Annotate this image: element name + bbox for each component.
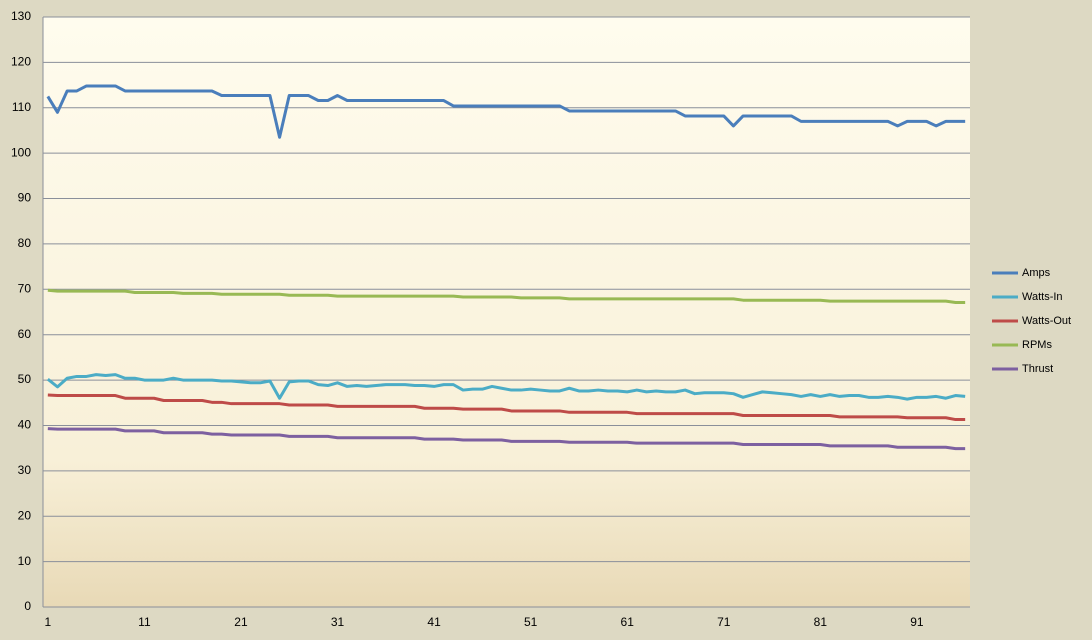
y-tick-label: 10: [18, 554, 32, 568]
y-tick-label: 0: [24, 599, 31, 613]
series-line: [46, 373, 966, 401]
y-tick-label: 70: [18, 281, 32, 295]
legend: Amps Watts-In Watts-Out RPMs Thrust: [992, 267, 1071, 375]
y-tick-label: 60: [18, 327, 32, 341]
x-tick-label: 1: [44, 615, 51, 629]
x-tick-label: 21: [234, 615, 248, 629]
y-tick-label: 90: [18, 191, 32, 205]
y-tick-label: 130: [11, 9, 31, 23]
lines: [46, 84, 966, 451]
x-tick-label: 81: [814, 615, 828, 629]
x-tick-label: 91: [910, 615, 924, 629]
legend-label: Watts-In: [1022, 291, 1063, 303]
x-tick-label: 11: [138, 615, 151, 629]
x-tick-label: 31: [331, 615, 345, 629]
x-tick-label: 71: [717, 615, 731, 629]
y-tick-label: 50: [18, 372, 32, 386]
y-tick-label: 110: [12, 100, 31, 114]
plot-area: [43, 17, 970, 607]
series-line: [46, 84, 966, 139]
legend-label: Amps: [1022, 267, 1051, 279]
x-tick-label: 61: [621, 615, 635, 629]
legend-label: RPMs: [1022, 339, 1052, 351]
y-tick-label: 30: [18, 463, 32, 477]
y-tick-label: 100: [11, 145, 31, 159]
legend-label: Watts-Out: [1022, 315, 1071, 327]
series-line: [47, 427, 966, 451]
legend-label: Thrust: [1022, 363, 1053, 375]
x-tick-label: 51: [524, 615, 538, 629]
y-tick-label: 120: [11, 55, 31, 69]
series-line: [47, 288, 966, 304]
y-tick-label: 80: [18, 236, 32, 250]
y-tick-label: 40: [18, 418, 32, 432]
series-line: [47, 393, 966, 422]
x-tick-label: 41: [427, 615, 441, 629]
y-tick-label: 20: [18, 508, 32, 522]
